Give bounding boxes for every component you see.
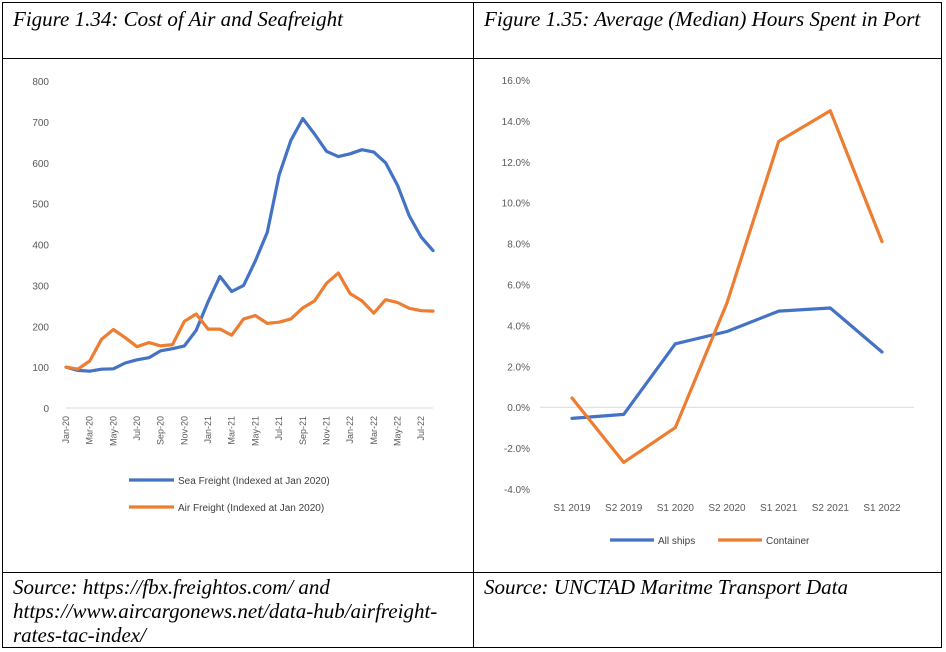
x-tick-label: May-22 xyxy=(392,416,402,446)
x-tick-label: Nov-21 xyxy=(321,416,331,445)
series-line-container xyxy=(570,109,884,464)
y-tick-label: 600 xyxy=(32,159,49,170)
x-tick-label: S1 2019 xyxy=(553,503,591,514)
x-tick-label: S2 2020 xyxy=(708,503,746,514)
x-tick-label: S1 2022 xyxy=(863,503,901,514)
y-tick-label: 16.0% xyxy=(502,76,530,87)
x-tick-label: Nov-20 xyxy=(179,416,189,445)
y-tick-label: -2.0% xyxy=(504,444,530,455)
x-tick-label: May-21 xyxy=(250,416,260,446)
y-tick-label: -4.0% xyxy=(504,485,530,496)
sea-air-freight-line-chart: 0 100 200 300 400 500 600 700 800 Jan-20 Mar-20 May… xyxy=(32,77,435,514)
x-tick-label: Jan-22 xyxy=(345,416,355,444)
series-line-all-ships xyxy=(570,306,884,420)
y-tick-label: 6.0% xyxy=(507,281,530,292)
legend-label: Container xyxy=(766,536,810,547)
x-tick-label: Jan-20 xyxy=(61,416,71,444)
x-tick-label: S2 2019 xyxy=(605,503,643,514)
y-tick-label: 12.0% xyxy=(502,158,530,169)
y-tick-label: 0 xyxy=(43,404,49,415)
x-tick-label: Sep-20 xyxy=(156,416,166,445)
port-hours-line-chart: -4.0% -2.0% 0.0% 2.0% 4.0% 6.0% 8.0% 10.0% 12.0%… xyxy=(502,76,914,547)
y-tick-label: 400 xyxy=(32,241,49,252)
y-tick-label: 100 xyxy=(32,363,49,374)
y-tick-label: 700 xyxy=(32,118,49,129)
figure-1-35-caption: Figure 1.35: Average (Median) Hours Spen… xyxy=(484,7,921,31)
x-tick-label: Mar-20 xyxy=(85,416,95,445)
y-tick-label: 200 xyxy=(32,322,49,333)
legend-label: Air Freight (Indexed at Jan 2020) xyxy=(178,503,324,514)
x-tick-label: S1 2021 xyxy=(760,503,798,514)
figure-1-34-caption: Figure 1.34: Cost of Air and Seafreight xyxy=(13,7,343,31)
x-tick-label: Jul-21 xyxy=(274,416,284,441)
x-tick-label: Jul-20 xyxy=(132,416,142,441)
y-tick-label: 2.0% xyxy=(507,362,530,373)
y-tick-label: 0.0% xyxy=(507,403,530,414)
legend-label: All ships xyxy=(658,536,695,547)
y-tick-label: 800 xyxy=(32,77,49,88)
legend-label: Sea Freight (Indexed at Jan 2020) xyxy=(178,476,330,487)
y-tick-label: 500 xyxy=(32,200,49,211)
y-tick-label: 300 xyxy=(32,281,49,292)
figure-1-34-source: Source: https://fbx.freightos.com/ and h… xyxy=(13,575,438,647)
series-line-air-freight xyxy=(64,271,435,371)
x-tick-label: Sep-21 xyxy=(298,416,308,445)
y-tick-label: 4.0% xyxy=(507,321,530,332)
figure-1-35-source: Source: UNCTAD Maritme Transport Data xyxy=(484,575,849,599)
x-tick-label: Mar-21 xyxy=(227,416,237,445)
x-tick-label: Mar-22 xyxy=(369,416,379,445)
x-tick-label: Jul-22 xyxy=(416,416,426,441)
y-tick-label: 8.0% xyxy=(507,240,530,251)
x-tick-label: S2 2021 xyxy=(812,503,850,514)
series-line-sea-freight xyxy=(64,116,435,373)
x-tick-label: Jan-21 xyxy=(203,416,213,444)
x-tick-label: May-20 xyxy=(108,416,118,446)
x-tick-label: S1 2020 xyxy=(657,503,695,514)
y-tick-label: 14.0% xyxy=(502,117,530,128)
y-tick-label: 10.0% xyxy=(502,199,530,210)
